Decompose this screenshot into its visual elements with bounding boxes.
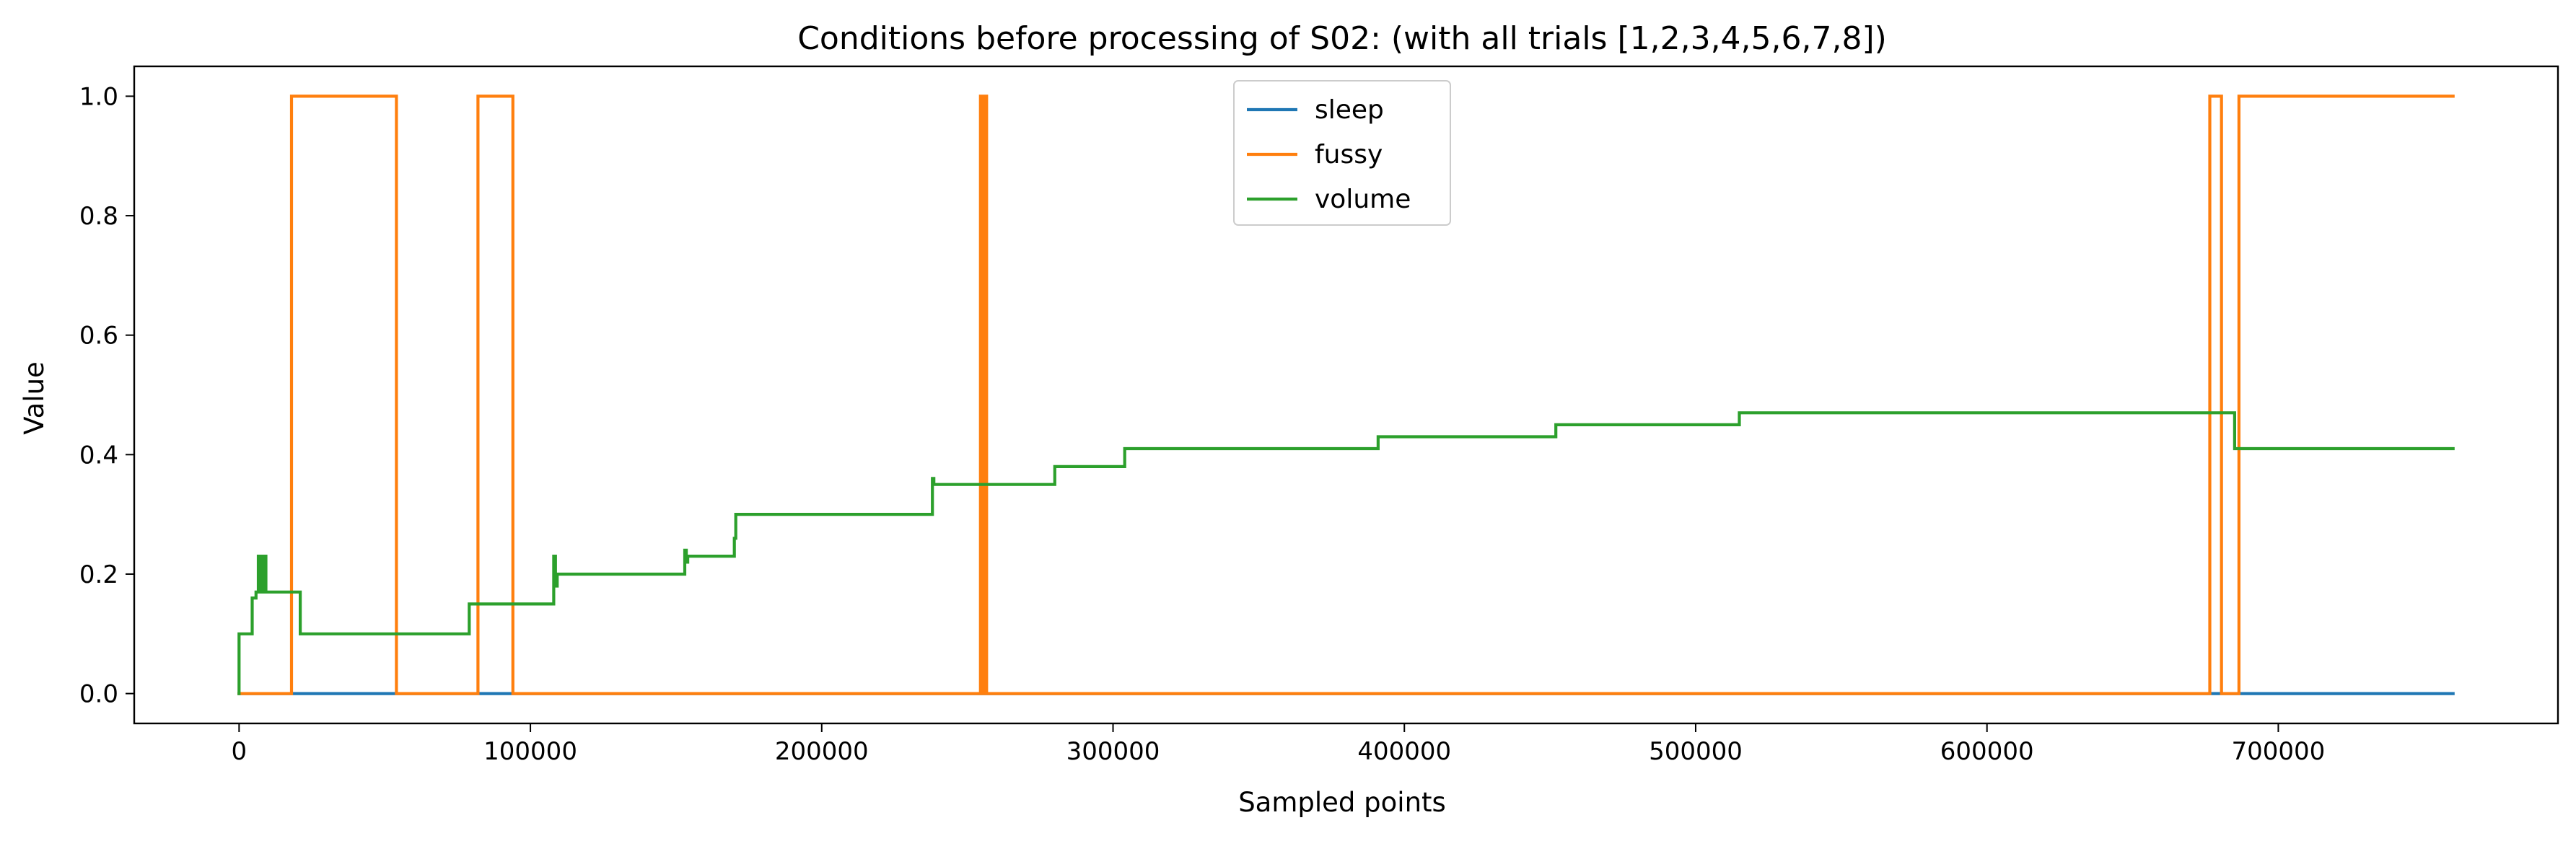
x-tick-label: 500000 <box>1649 737 1743 766</box>
x-tick-label: 300000 <box>1066 737 1160 766</box>
axis-ticks-group: 0 100000 200000 300000 400000 500000 600000 700… <box>79 82 2325 766</box>
plot-series-group <box>237 94 2455 695</box>
y-tick-label: 0.4 <box>79 441 118 470</box>
x-tick-label: 0 <box>232 737 247 766</box>
y-tick-label: 0.2 <box>79 560 118 589</box>
x-axis-label: Sampled points <box>1238 787 1446 818</box>
plot-area-frame <box>133 65 2559 725</box>
y-tick-label: 0.0 <box>79 680 118 709</box>
chart-title: Conditions before processing of S02: (wi… <box>797 20 1887 57</box>
series-line-volume <box>237 411 2455 695</box>
x-tick-label: 100000 <box>483 737 577 766</box>
legend-label-volume: volume <box>1315 185 1411 214</box>
legend: sleep fussy volume <box>1233 80 1451 226</box>
y-tick-label: 0.6 <box>79 322 118 351</box>
legend-box <box>1233 80 1451 226</box>
x-tick-label: 600000 <box>1940 737 2034 766</box>
x-tick-label: 400000 <box>1357 737 1451 766</box>
y-tick-label: 0.8 <box>79 202 118 231</box>
x-tick-label: 200000 <box>775 737 869 766</box>
y-axis-label: Value <box>19 361 50 435</box>
series-line-fussy <box>237 94 2455 695</box>
legend-label-fussy: fussy <box>1315 140 1383 169</box>
x-tick-label: 700000 <box>2232 737 2326 766</box>
y-tick-label: 1.0 <box>79 82 118 111</box>
legend-label-sleep: sleep <box>1315 95 1384 125</box>
